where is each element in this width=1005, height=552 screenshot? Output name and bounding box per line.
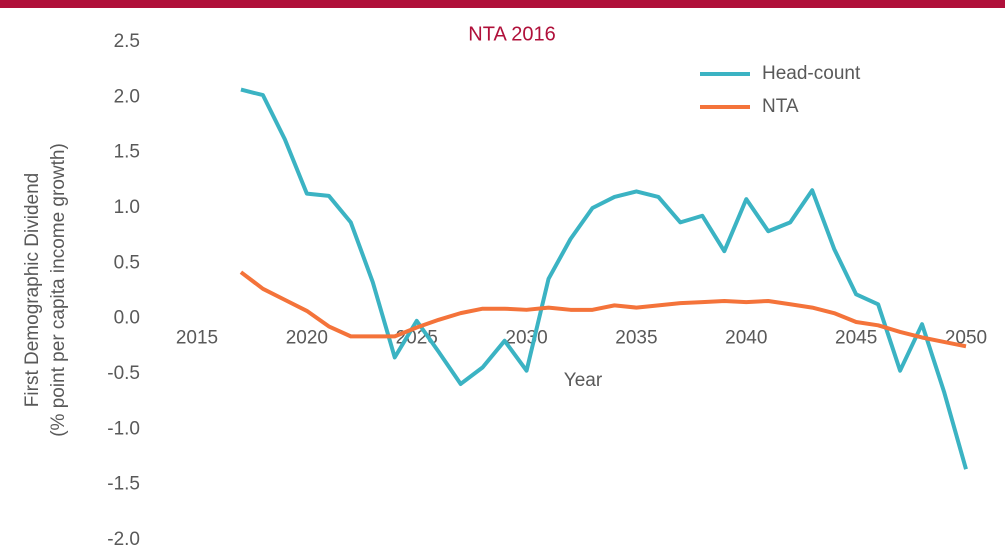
y-tick-label: 0.5: [114, 252, 140, 273]
y-tick-label: -2.0: [107, 529, 140, 550]
x-tick-label: 2015: [176, 328, 218, 349]
y-tick-label: -0.5: [107, 363, 140, 384]
y-axis-label: First Demographic Dividend (% point per …: [22, 143, 69, 437]
x-axis-label: Year: [564, 370, 603, 391]
y-axis-label-line: (% point per capita income growth): [48, 143, 69, 437]
y-tick-label: 0.0: [114, 308, 140, 329]
x-tick-label: 2020: [286, 328, 328, 349]
x-tick-label: 2030: [505, 328, 547, 349]
y-axis-label-line: First Demographic Dividend: [22, 173, 43, 407]
y-tick-label: 2.0: [114, 86, 140, 107]
y-tick-label: 2.5: [114, 31, 140, 52]
chart-title: NTA 2016: [468, 23, 555, 45]
line-series: [240, 87, 968, 470]
x-tick-label: 2040: [725, 328, 767, 349]
x-tick-label: 2045: [835, 328, 877, 349]
y-tick-label: 1.0: [114, 197, 140, 218]
line-series: [239, 270, 967, 349]
y-tick-label: -1.0: [107, 418, 140, 439]
y-tick-label: 1.5: [114, 142, 140, 163]
top-bar: [0, 0, 1005, 8]
legend-label: Head-count: [762, 63, 861, 84]
y-tick-label: -1.5: [107, 474, 140, 495]
legend-label: NTA: [762, 96, 799, 117]
x-tick-label: 2035: [615, 328, 657, 349]
